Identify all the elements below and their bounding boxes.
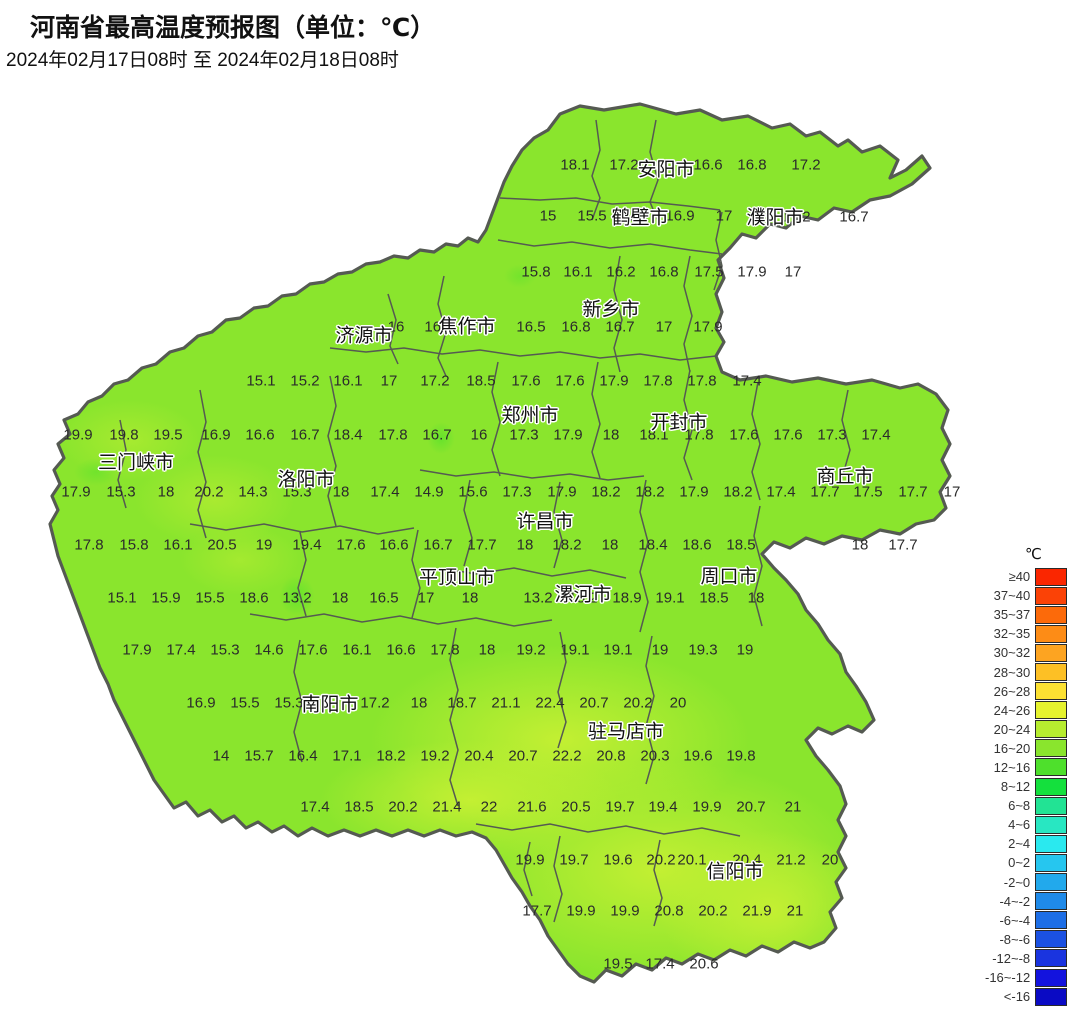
legend-color-swatch	[1035, 682, 1068, 701]
legend-row: -16~-12	[985, 968, 1068, 987]
legend-row: 16~20	[985, 739, 1068, 758]
legend-color-swatch	[1035, 567, 1068, 586]
legend-range-label: 0~2	[1008, 855, 1031, 871]
legend-row: 28~30	[985, 662, 1068, 682]
legend-color-swatch	[1035, 911, 1068, 930]
legend-color-swatch	[1035, 663, 1068, 682]
legend-row: ≥40	[985, 567, 1068, 586]
legend-row: 6~8	[985, 796, 1068, 815]
legend-range-label: 20~24	[993, 721, 1031, 737]
legend-range-label: 28~30	[993, 664, 1031, 680]
legend-row: 35~37	[985, 605, 1068, 624]
legend-row: 12~16	[985, 758, 1068, 777]
prefecture-boundaries	[117, 119, 851, 927]
legend-row: -6~-4	[985, 911, 1068, 930]
legend-color-swatch	[1035, 701, 1068, 720]
legend-range-label: 26~28	[993, 683, 1031, 699]
legend-row: 8~12	[985, 777, 1068, 796]
legend-range-label: -8~-6	[999, 931, 1031, 947]
legend-range-label: -12~-8	[992, 950, 1031, 966]
legend-range-label: -2~0	[1003, 874, 1031, 890]
legend-row: -2~0	[985, 873, 1068, 892]
legend-range-label: 35~37	[993, 607, 1031, 623]
legend-row: 26~28	[985, 682, 1068, 701]
legend-range-label: 12~16	[993, 759, 1031, 775]
henan-province-map[interactable]	[0, 80, 1000, 1010]
legend-color-swatch	[1035, 758, 1068, 777]
legend-row: 30~32	[985, 643, 1068, 662]
legend-range-label: 30~32	[993, 645, 1031, 661]
map-svg	[0, 80, 1000, 1010]
legend-range-label: -16~-12	[985, 970, 1031, 986]
legend-range-label: 2~4	[1008, 836, 1031, 852]
legend-row: 2~4	[985, 834, 1068, 853]
legend-color-swatch	[1035, 777, 1068, 796]
legend-row: 0~2	[985, 853, 1068, 872]
legend-color-swatch	[1035, 586, 1068, 605]
legend-row: -8~-6	[985, 930, 1068, 949]
legend-row: -12~-8	[985, 949, 1068, 968]
legend-color-swatch	[1035, 930, 1068, 949]
legend-color-swatch	[1035, 720, 1068, 739]
legend-range-label: 4~6	[1008, 817, 1031, 833]
forecast-period: 2024年02月17日08时 至 2024年02月18日08时	[6, 50, 399, 71]
legend-unit-label: ℃	[1025, 546, 1042, 563]
legend-color-swatch	[1035, 739, 1068, 758]
legend-range-label: -6~-4	[999, 912, 1031, 928]
legend-color-swatch	[1035, 605, 1068, 624]
legend-range-label: 24~26	[993, 702, 1031, 718]
legend-row: -4~-2	[985, 892, 1068, 911]
legend-color-swatch	[1035, 624, 1068, 643]
legend-range-label: 6~8	[1008, 798, 1031, 814]
legend-range-label: 32~35	[993, 626, 1031, 642]
legend-row: 24~26	[985, 701, 1068, 720]
legend-row: 4~6	[985, 815, 1068, 834]
legend-color-swatch	[1035, 815, 1068, 834]
legend-range-label: 8~12	[1000, 779, 1031, 795]
legend-range-label: 16~20	[993, 740, 1031, 756]
legend-color-swatch	[1035, 643, 1068, 662]
legend-color-swatch	[1035, 853, 1068, 872]
legend-row: 37~40	[985, 586, 1068, 605]
legend-color-swatch	[1035, 968, 1068, 987]
legend-color-swatch	[1035, 834, 1068, 853]
legend-row: <-16	[985, 987, 1068, 1006]
page-title: 河南省最高温度预报图（单位：℃）	[30, 14, 436, 42]
legend-row: 32~35	[985, 624, 1068, 643]
legend-range-label: -4~-2	[999, 893, 1031, 909]
legend-range-label: ≥40	[1008, 569, 1031, 585]
legend-color-swatch	[1035, 949, 1068, 968]
legend-color-swatch	[1035, 987, 1068, 1006]
legend-row: 20~24	[985, 720, 1068, 739]
province-boundary	[48, 102, 952, 984]
legend-color-swatch	[1035, 892, 1068, 911]
legend-range-label: 37~40	[993, 588, 1031, 604]
legend-color-swatch	[1035, 796, 1068, 815]
legend-color-swatch	[1035, 873, 1068, 892]
legend-rows: ≥40 37~40 35~37 32~35 30~32 28~30 26~28 24~26 20…	[985, 567, 1068, 1006]
legend-range-label: <-16	[1003, 989, 1031, 1005]
